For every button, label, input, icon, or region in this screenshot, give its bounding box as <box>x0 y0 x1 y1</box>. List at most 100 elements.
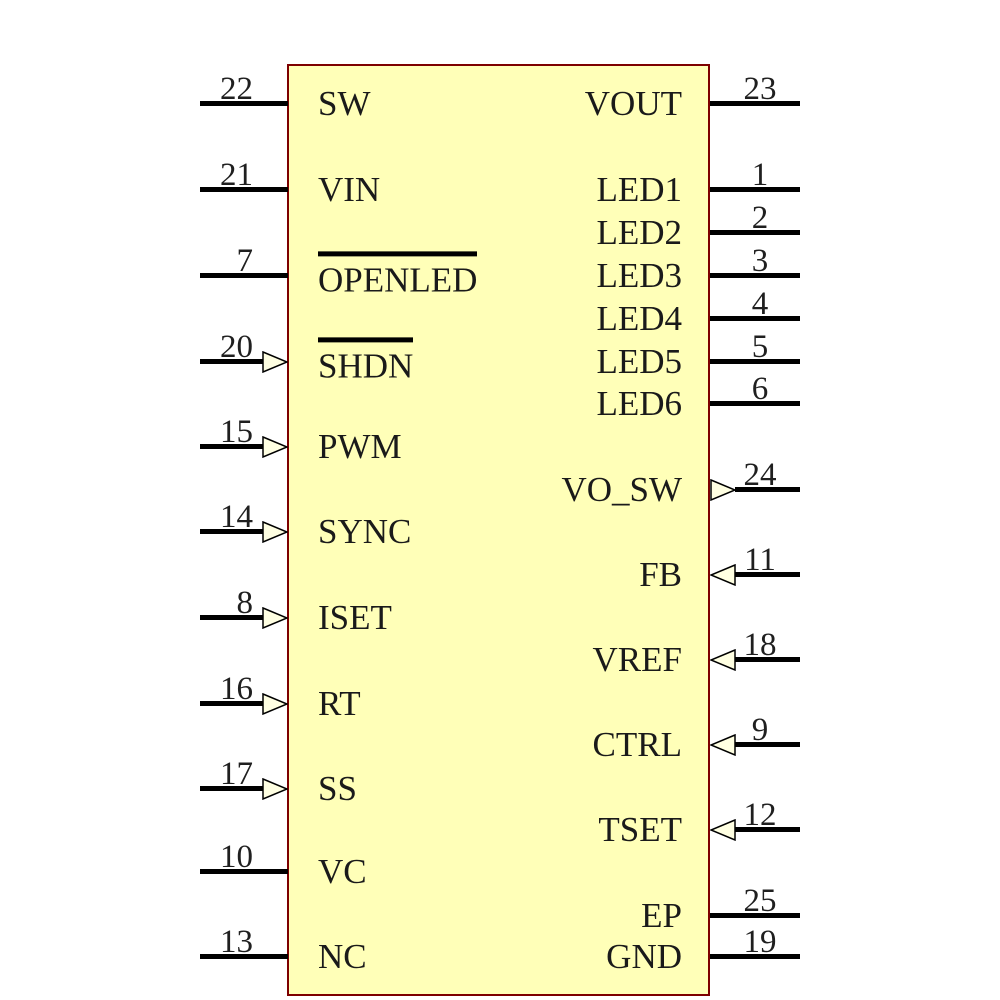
pin-label: EP <box>382 896 682 936</box>
pin-number: 24 <box>743 456 777 493</box>
pin-wire-left-vc <box>200 869 288 874</box>
pin-number: 20 <box>220 328 253 365</box>
pin-number: 12 <box>743 796 777 833</box>
pin-label-text: SW <box>318 83 371 123</box>
pin-wire-left-rt <box>200 701 264 706</box>
pin-label-text: EP <box>641 895 682 935</box>
pin-label: LED5 <box>382 342 682 382</box>
pin-number: 15 <box>220 413 253 450</box>
pin-number: 10 <box>220 838 253 875</box>
pin-wire-right-ep <box>710 913 800 918</box>
pin-wire-left-pwm <box>200 444 264 449</box>
pin-wire-right-led2 <box>710 230 800 235</box>
pin-label: VC <box>318 852 367 892</box>
pin-wire-left-openled <box>200 273 288 278</box>
pin-label: VIN <box>318 170 380 210</box>
pin-input-arrow-icon <box>262 351 288 373</box>
pin-label-text: CTRL <box>592 724 682 764</box>
pin-wire-right-tset <box>735 827 800 832</box>
pin-number: 7 <box>236 242 254 279</box>
pin-input-arrow-icon <box>262 693 288 715</box>
pin-number: 23 <box>743 70 777 107</box>
pin-input-arrow-icon <box>262 436 288 458</box>
pin-number: 25 <box>743 882 777 919</box>
pin-input-arrow-icon <box>262 521 288 543</box>
pin-number: 2 <box>751 199 769 236</box>
pin-label-text: PWM <box>318 426 402 466</box>
pin-number: 3 <box>751 242 769 279</box>
pin-number: 8 <box>236 584 254 621</box>
pin-label: LED4 <box>382 299 682 339</box>
pin-label: CTRL <box>382 725 682 765</box>
pin-wire-left-shdn <box>200 359 264 364</box>
pin-wire-left-sync <box>200 529 264 534</box>
pin-wire-right-vo_sw <box>735 487 800 492</box>
pin-input-arrow-icon <box>710 564 736 586</box>
pin-wire-right-led5 <box>710 359 800 364</box>
pin-label: SW <box>318 84 371 124</box>
pin-number: 19 <box>743 923 777 960</box>
pin-label-text: SHDN <box>318 337 414 386</box>
pin-label-text: ISET <box>318 597 392 637</box>
pin-label-text: VREF <box>592 639 682 679</box>
pin-label: LED3 <box>382 256 682 296</box>
pin-wire-right-led3 <box>710 273 800 278</box>
pin-number: 18 <box>743 626 777 663</box>
pin-label: OPENLED <box>318 251 478 300</box>
pin-input-arrow-icon <box>710 649 736 671</box>
pin-wire-left-sw <box>200 101 288 106</box>
pin-number: 9 <box>751 711 769 748</box>
pin-wire-left-nc <box>200 954 288 959</box>
pin-label: SS <box>318 769 357 809</box>
pin-label: NC <box>318 937 367 977</box>
pin-label: SHDN <box>318 337 414 386</box>
pin-label: RT <box>318 684 361 724</box>
pin-output-arrow-icon <box>710 479 736 501</box>
pin-number: 5 <box>751 328 769 365</box>
pin-number: 21 <box>220 156 253 193</box>
pin-label-text: LED1 <box>596 169 682 209</box>
pin-label: VOUT <box>382 84 682 124</box>
pin-wire-right-vout <box>710 101 800 106</box>
pin-label: LED6 <box>382 384 682 424</box>
pin-number: 16 <box>220 670 253 707</box>
pin-wire-right-led4 <box>710 316 800 321</box>
pin-input-arrow-icon <box>262 607 288 629</box>
pin-label: VO_SW <box>382 470 682 510</box>
pin-label-text: LED6 <box>596 383 682 423</box>
pin-number: 14 <box>220 498 253 535</box>
pin-label-text: LED4 <box>596 298 682 338</box>
pin-number: 1 <box>751 156 769 193</box>
pin-input-arrow-icon <box>710 819 736 841</box>
pin-label-text: GND <box>606 936 682 976</box>
pin-input-arrow-icon <box>710 734 736 756</box>
pin-label-text: LED2 <box>596 212 682 252</box>
pin-wire-right-led1 <box>710 187 800 192</box>
pin-number: 6 <box>751 370 769 407</box>
pin-label: TSET <box>382 810 682 850</box>
pin-label: VREF <box>382 640 682 680</box>
pin-wire-right-vref <box>735 657 800 662</box>
pin-wire-right-led6 <box>710 401 800 406</box>
pin-number: 17 <box>220 755 253 792</box>
pin-label-text: VC <box>318 851 367 891</box>
pin-label-text: SYNC <box>318 511 412 551</box>
pin-label: SYNC <box>318 512 411 552</box>
pin-label-text: SS <box>318 768 357 808</box>
pin-wire-right-ctrl <box>735 742 800 747</box>
pin-number: 4 <box>751 285 769 322</box>
pin-label: ISET <box>318 598 392 638</box>
pin-wire-right-gnd <box>710 954 800 959</box>
ic-body <box>287 64 710 996</box>
pin-label-text: LED3 <box>596 255 682 295</box>
pin-label: GND <box>382 937 682 977</box>
pin-label: LED1 <box>382 170 682 210</box>
pin-label: FB <box>382 555 682 595</box>
pin-number: 22 <box>220 70 253 107</box>
pin-label-text: OPENLED <box>318 251 478 300</box>
pin-label-text: VO_SW <box>561 469 682 509</box>
pin-label-text: LED5 <box>596 341 682 381</box>
pin-wire-left-ss <box>200 786 264 791</box>
pin-label-text: RT <box>318 683 361 723</box>
